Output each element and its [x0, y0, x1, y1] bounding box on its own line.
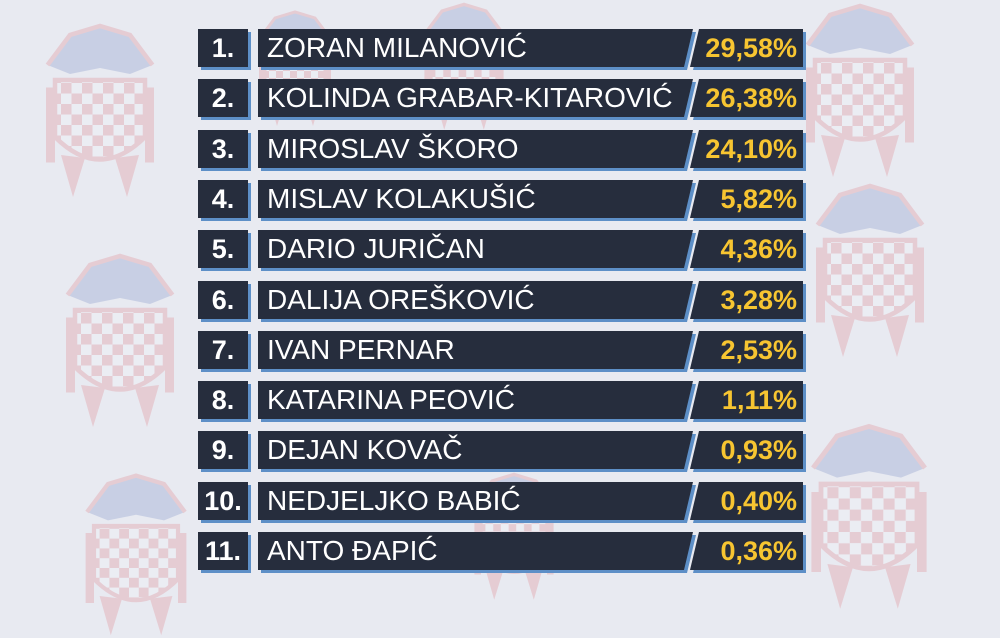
rank-cell: 2.	[198, 79, 248, 117]
vote-percent: 2,53%	[690, 331, 803, 369]
rank-cell: 11.	[198, 532, 248, 570]
rank-cell: 1.	[198, 29, 248, 67]
rank-cell: 10.	[198, 482, 248, 520]
candidate-name: ANTO ĐAPIĆ	[258, 532, 693, 570]
vote-percent: 29,58%	[690, 29, 803, 67]
vote-percent: 24,10%	[690, 130, 803, 168]
candidate-name: MIROSLAV ŠKORO	[258, 130, 693, 168]
candidate-name: ZORAN MILANOVIĆ	[258, 29, 693, 67]
candidate-name: IVAN PERNAR	[258, 331, 693, 369]
vote-percent: 3,28%	[690, 281, 803, 319]
candidate-name: MISLAV KOLAKUŠIĆ	[258, 180, 693, 218]
vote-percent: 4,36%	[690, 230, 803, 268]
vote-percent: 1,11%	[690, 381, 803, 419]
vote-percent: 26,38%	[690, 79, 803, 117]
rank-cell: 4.	[198, 180, 248, 218]
candidate-name: NEDJELJKO BABIĆ	[258, 482, 693, 520]
candidate-name: KATARINA PEOVIĆ	[258, 381, 693, 419]
results-table: 1. ZORAN MILANOVIĆ 29,58% 2. KOLINDA GRABAR-…	[198, 29, 806, 573]
candidate-name: DARIO JURIČAN	[258, 230, 693, 268]
rank-cell: 6.	[198, 281, 248, 319]
rank-cell: 5.	[198, 230, 248, 268]
rank-cell: 3.	[198, 130, 248, 168]
vote-percent: 0,36%	[690, 532, 803, 570]
vote-percent: 5,82%	[690, 180, 803, 218]
vote-percent: 0,93%	[690, 431, 803, 469]
rank-cell: 7.	[198, 331, 248, 369]
vote-percent: 0,40%	[690, 482, 803, 520]
candidate-name: DEJAN KOVAČ	[258, 431, 693, 469]
rank-cell: 9.	[198, 431, 248, 469]
rank-cell: 8.	[198, 381, 248, 419]
candidate-name: DALIJA OREŠKOVIĆ	[258, 281, 693, 319]
candidate-name: KOLINDA GRABAR-KITAROVIĆ	[258, 79, 693, 117]
